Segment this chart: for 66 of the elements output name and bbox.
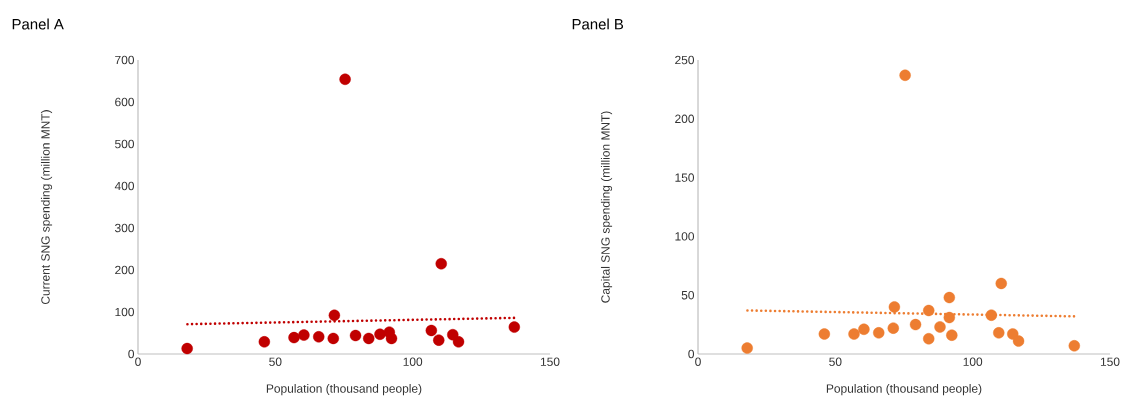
point bbox=[909, 318, 922, 331]
x-tick-label: 100 bbox=[963, 357, 983, 366]
point bbox=[887, 322, 899, 334]
point bbox=[298, 329, 310, 341]
point bbox=[993, 327, 1005, 339]
y-tick-label: 300 bbox=[114, 223, 135, 233]
point bbox=[888, 301, 901, 313]
y-tick-label: 100 bbox=[115, 307, 135, 317]
x-tick-label: 150 bbox=[1100, 357, 1120, 366]
y-tick-label: 200 bbox=[115, 265, 135, 275]
x-tick-label: 100 bbox=[403, 357, 423, 366]
x-tick-label: 0 bbox=[135, 357, 141, 366]
point bbox=[425, 324, 438, 337]
y-tick-label: 0 bbox=[688, 349, 695, 359]
chart-title: Panel A bbox=[12, 18, 64, 30]
point bbox=[848, 328, 860, 340]
y-tick-label: 250 bbox=[675, 55, 695, 65]
point bbox=[873, 327, 885, 339]
point bbox=[363, 332, 375, 345]
point bbox=[923, 333, 935, 345]
x-tick-label: 50 bbox=[829, 357, 842, 366]
point bbox=[741, 342, 753, 354]
x-tick-label: 50 bbox=[269, 357, 282, 366]
point bbox=[1068, 340, 1080, 352]
point bbox=[858, 323, 870, 335]
point bbox=[899, 69, 911, 81]
point bbox=[288, 331, 300, 344]
point bbox=[181, 342, 193, 355]
point bbox=[995, 277, 1007, 290]
point bbox=[374, 328, 386, 340]
point bbox=[313, 331, 325, 343]
point bbox=[923, 304, 935, 317]
y-tick-label: 100 bbox=[675, 232, 695, 241]
y-tick-label: 200 bbox=[675, 114, 695, 124]
y-axis-title: Current SNG spending (million MNT) bbox=[40, 110, 53, 305]
point bbox=[327, 332, 339, 345]
y-axis-title: Capital SNG spending (million MNT) bbox=[600, 111, 613, 303]
y-tick-label: 500 bbox=[115, 139, 135, 149]
point bbox=[508, 321, 520, 333]
point bbox=[258, 336, 271, 348]
point bbox=[946, 329, 958, 341]
point bbox=[985, 309, 998, 321]
x-tick-label: 0 bbox=[695, 357, 701, 366]
y-tick-label: 400 bbox=[114, 181, 135, 191]
point bbox=[943, 291, 956, 304]
point bbox=[433, 334, 445, 346]
y-tick-label: 700 bbox=[115, 55, 135, 65]
point bbox=[447, 328, 459, 341]
chart-title: Panel B bbox=[572, 18, 624, 30]
y-tick-label: 0 bbox=[128, 349, 135, 359]
point bbox=[328, 309, 341, 322]
point bbox=[818, 328, 831, 340]
x-axis-title: Population (thousand people) bbox=[266, 383, 422, 396]
y-tick-label: 150 bbox=[675, 173, 695, 182]
point bbox=[339, 73, 351, 86]
y-tick-label: 600 bbox=[115, 97, 135, 107]
x-axis-title: Population (thousand people) bbox=[826, 383, 982, 396]
point bbox=[349, 329, 362, 342]
point bbox=[452, 336, 465, 348]
point bbox=[943, 311, 956, 324]
point bbox=[435, 258, 447, 270]
point bbox=[385, 332, 398, 345]
point bbox=[934, 321, 946, 333]
y-tick-label: 50 bbox=[681, 290, 695, 300]
x-tick-label: 150 bbox=[540, 357, 560, 366]
point bbox=[1012, 335, 1025, 347]
